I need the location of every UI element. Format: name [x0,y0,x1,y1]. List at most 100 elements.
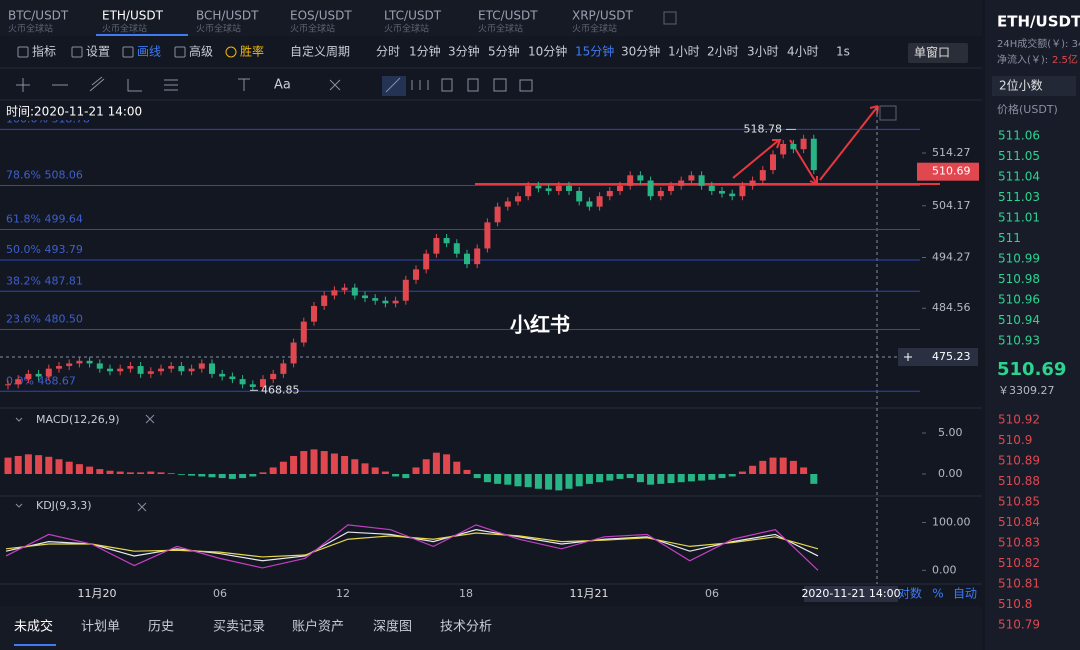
tool-icon[interactable] [329,79,341,91]
y-tick-label: 5.00 [938,426,963,439]
period[interactable]: 1小时 [668,45,700,59]
macd-bar [228,474,236,479]
period[interactable]: 1s [836,45,850,59]
candle-body [362,295,368,299]
toolbar-icon [225,46,237,58]
tool-icon[interactable] [441,78,453,92]
side-inflow-label: 净流入(￥): [997,53,1048,66]
macd-bar [259,472,267,475]
tab-pair[interactable]: ETC/USDT [478,9,538,23]
macd-bar [239,474,247,479]
tool-icon[interactable] [16,78,30,92]
candle-body [25,373,32,380]
tool-icon[interactable] [164,79,178,91]
bottom-tab[interactable]: 历史 [148,620,174,635]
tab-pair[interactable]: LTC/USDT [384,9,442,23]
fib-label: 38.2% 487.81 [6,274,83,287]
tab-pair[interactable]: BTC/USDT [8,9,69,23]
decimals-select[interactable] [992,76,1076,96]
candle-body [668,185,674,191]
candle-body [341,287,348,291]
macd-bar [779,457,787,475]
high-label: 518.78 [744,122,783,135]
window-mode[interactable]: 单窗口 [914,46,950,60]
candle-body [698,175,705,186]
tool-icon[interactable] [467,78,479,92]
macd-bar [800,467,808,475]
tool-icon[interactable] [127,79,142,92]
tab-pair[interactable]: EOS/USDT [290,9,352,23]
candle-body [372,298,379,301]
macd-bar [45,456,53,475]
period[interactable]: 5分钟 [488,44,520,59]
bid-price: 510.79 [998,618,1040,632]
bottom-tab[interactable]: 计划单 [81,620,120,635]
period[interactable]: 30分钟 [621,44,660,59]
candle-body [311,305,317,322]
period[interactable]: 3分钟 [448,44,480,59]
period[interactable]: 10分钟 [528,44,567,59]
candle-body [729,193,736,197]
toolbar-item[interactable]: 胜率 [240,44,264,59]
macd-bar [596,474,604,483]
scale-option[interactable]: 自动 [953,587,977,601]
period[interactable]: 15分钟 [575,44,614,59]
ask-price: 510.99 [998,252,1040,266]
toolbar-item[interactable]: 画线 [137,45,161,59]
toolbar-item[interactable]: 指标 [32,44,56,59]
y-tick-label: 504.17 [932,199,971,212]
macd-bar [677,474,685,483]
expand-icon[interactable] [879,105,897,121]
candle-body [107,368,113,372]
bottom-tab[interactable]: 未成交 [14,619,53,635]
bottom-tab[interactable]: 技术分析 [440,620,492,635]
candle-body [739,185,746,197]
period[interactable]: 4小时 [787,45,819,59]
tool-icon[interactable] [519,79,533,92]
add-tab[interactable] [663,11,677,25]
candle-body [321,295,328,306]
bid-price: 510.82 [998,556,1040,570]
macd-bar [351,459,359,475]
candle-body [576,190,583,202]
toolbar-icon [122,46,134,58]
tab-pair[interactable]: XRP/USDT [572,9,633,23]
toolbar-item[interactable]: 设置 [86,45,110,59]
tab-exchange: 火币全球站 [478,23,523,35]
period[interactable]: 自定义周期 [290,44,350,59]
fib-label: 61.8% 499.64 [6,212,83,225]
candle-body [484,222,491,249]
crosshair-plus [904,352,912,361]
side-decimals[interactable]: 2位小数 [999,78,1043,93]
candle-body [810,138,817,171]
tool-icon[interactable] [385,77,401,93]
scale-option[interactable]: 对数 [898,586,922,601]
bottom-tab[interactable]: 深度图 [373,619,412,635]
tool-icon[interactable] [411,80,429,90]
macd-bar [759,460,767,475]
tab-pair[interactable]: BCH/USDT [196,9,259,23]
macd-bar [667,474,675,484]
bottom-tab[interactable]: 买卖记录 [213,620,265,635]
macd-bar [524,474,532,488]
period[interactable]: 3小时 [747,45,779,59]
window-select[interactable] [908,43,968,63]
macd-bar [453,461,461,475]
macd-bar [647,474,655,485]
period[interactable]: 1分钟 [409,44,441,59]
period[interactable]: 2小时 [707,45,739,59]
bottom-tab[interactable]: 账户资产 [292,619,344,635]
scale-option[interactable]: % [932,587,943,601]
period[interactable]: 分时 [376,45,400,59]
bid-price: 510.83 [998,536,1040,550]
tool-text[interactable]: Aa [274,78,291,93]
tool-icon[interactable] [238,78,250,91]
toolbar-item[interactable]: 高级 [189,44,213,59]
tab-pair[interactable]: ETH/USDT [102,9,164,23]
tool-icon[interactable] [89,76,105,92]
drawn-arrow [732,139,782,179]
tool-icon[interactable] [493,78,507,92]
macd-bar [749,465,757,475]
